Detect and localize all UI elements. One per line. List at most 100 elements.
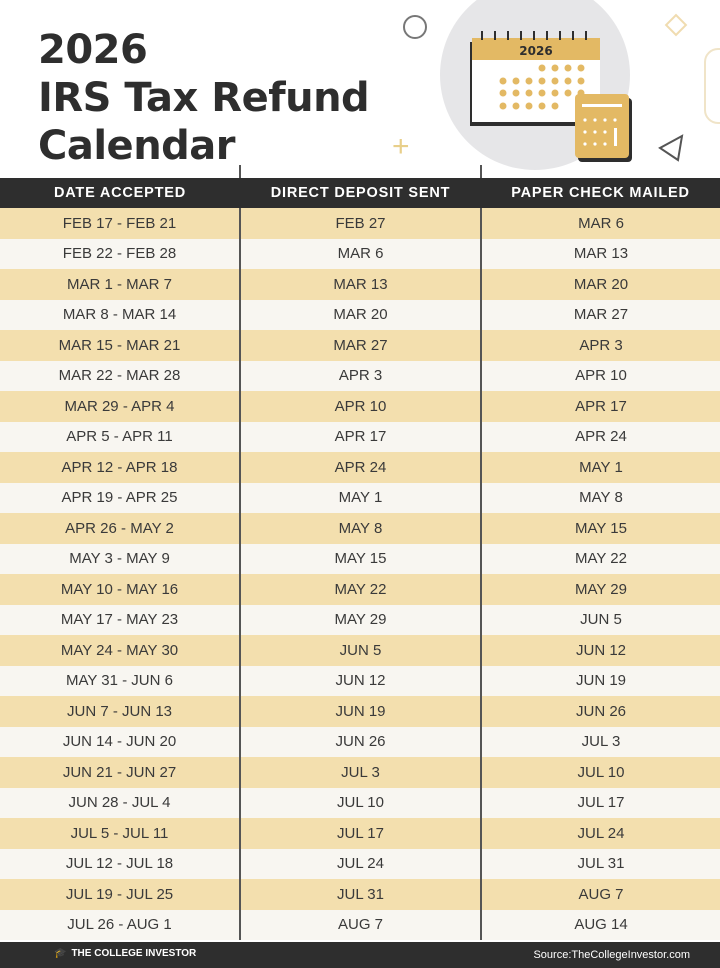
table-row: MAY 17 - MAY 23 MAY 29 JUN 5 [0, 604, 720, 635]
table-row: JUL 19 - JUL 25 JUL 31 AUG 7 [0, 879, 720, 910]
table-row: MAR 8 - MAR 14 MAR 20 MAR 27 [0, 299, 720, 330]
date-accepted-cell: MAY 31 - JUN 6 [0, 665, 240, 696]
date-accepted-cell: APR 12 - APR 18 [0, 452, 240, 483]
paper-check-cell: JUN 5 [480, 604, 720, 635]
direct-deposit-cell: JUL 3 [239, 757, 481, 788]
date-accepted-cell: MAR 29 - APR 4 [0, 391, 240, 422]
table-row: JUN 21 - JUN 27 JUL 3 JUL 10 [0, 757, 720, 788]
date-accepted-cell: MAR 1 - MAR 7 [0, 269, 240, 300]
direct-deposit-cell: MAR 27 [239, 330, 481, 361]
date-accepted-cell: JUL 26 - AUG 1 [0, 909, 240, 940]
direct-deposit-cell: MAR 20 [239, 299, 481, 330]
paper-check-cell: MAY 22 [480, 543, 720, 574]
direct-deposit-cell: JUN 26 [239, 726, 481, 757]
direct-deposit-cell: JUL 24 [239, 848, 481, 879]
date-accepted-cell: MAY 17 - MAY 23 [0, 604, 240, 635]
title-line2: IRS Tax Refund [38, 75, 370, 121]
column-divider [239, 165, 241, 178]
direct-deposit-cell: MAY 1 [239, 482, 481, 513]
date-accepted-cell: MAY 24 - MAY 30 [0, 635, 240, 666]
table-row: MAR 22 - MAR 28 APR 3 APR 10 [0, 360, 720, 391]
paper-check-cell: AUG 14 [480, 909, 720, 940]
paper-check-cell: MAR 20 [480, 269, 720, 300]
direct-deposit-cell: APR 10 [239, 391, 481, 422]
paper-check-cell: AUG 7 [480, 879, 720, 910]
direct-deposit-cell: JUL 31 [239, 879, 481, 910]
date-accepted-cell: JUN 7 - JUN 13 [0, 696, 240, 727]
calendar-calculator-icon: 2026 [470, 31, 632, 162]
circle-decoration-icon [403, 15, 427, 39]
table-row: APR 19 - APR 25 MAY 1 MAY 8 [0, 482, 720, 513]
table-row: MAY 3 - MAY 9 MAY 15 MAY 22 [0, 543, 720, 574]
paper-check-cell: APR 3 [480, 330, 720, 361]
direct-deposit-cell: JUN 12 [239, 665, 481, 696]
table-row: APR 5 - APR 11 APR 17 APR 24 [0, 421, 720, 452]
table-row: JUL 5 - JUL 11 JUL 17 JUL 24 [0, 818, 720, 849]
direct-deposit-cell: MAY 22 [239, 574, 481, 605]
direct-deposit-cell: MAY 29 [239, 604, 481, 635]
date-accepted-cell: FEB 22 - FEB 28 [0, 238, 240, 269]
table-row: APR 26 - MAY 2 MAY 8 MAY 15 [0, 513, 720, 544]
table-row: JUL 12 - JUL 18 JUL 24 JUL 31 [0, 848, 720, 879]
header-direct-deposit: DIRECT DEPOSIT SENT [240, 178, 481, 208]
direct-deposit-cell: JUN 19 [239, 696, 481, 727]
paper-check-cell: JUL 3 [480, 726, 720, 757]
direct-deposit-cell: MAR 13 [239, 269, 481, 300]
direct-deposit-cell: AUG 7 [239, 909, 481, 940]
pill-decoration-icon [704, 48, 720, 124]
brand-name: THE COLLEGE INVESTOR [71, 948, 197, 959]
date-accepted-cell: JUL 19 - JUL 25 [0, 879, 240, 910]
date-accepted-cell: APR 26 - MAY 2 [0, 513, 240, 544]
refund-schedule-table: DATE ACCEPTED DIRECT DEPOSIT SENT PAPER … [0, 178, 720, 940]
direct-deposit-cell: JUL 10 [239, 787, 481, 818]
date-accepted-cell: FEB 17 - FEB 21 [0, 208, 240, 239]
header-paper-check: PAPER CHECK MAILED [481, 178, 720, 208]
header-date-accepted: DATE ACCEPTED [0, 178, 240, 208]
paper-check-cell: MAY 29 [480, 574, 720, 605]
direct-deposit-cell: MAY 8 [239, 513, 481, 544]
paper-check-cell: MAR 6 [480, 208, 720, 239]
table-header-row: DATE ACCEPTED DIRECT DEPOSIT SENT PAPER … [0, 178, 720, 208]
direct-deposit-cell: FEB 27 [239, 208, 481, 239]
diamond-decoration-icon [664, 13, 688, 37]
calendar-year-label: 2026 [519, 44, 552, 58]
date-accepted-cell: MAY 10 - MAY 16 [0, 574, 240, 605]
date-accepted-cell: APR 19 - APR 25 [0, 482, 240, 513]
table-row: MAY 10 - MAY 16 MAY 22 MAY 29 [0, 574, 720, 605]
table-row: MAY 31 - JUN 6 JUN 12 JUN 19 [0, 665, 720, 696]
title-year: 2026 [38, 27, 148, 73]
source-text: Source:TheCollegeInvestor.com [533, 949, 690, 961]
paper-check-cell: APR 24 [480, 421, 720, 452]
table-row: FEB 17 - FEB 21 FEB 27 MAR 6 [0, 208, 720, 239]
paper-check-cell: JUL 17 [480, 787, 720, 818]
paper-check-cell: MAY 1 [480, 452, 720, 483]
direct-deposit-cell: APR 24 [239, 452, 481, 483]
title-line3: Calendar [38, 123, 236, 169]
table-row: MAR 1 - MAR 7 MAR 13 MAR 20 [0, 269, 720, 300]
paper-check-cell: MAR 13 [480, 238, 720, 269]
table-row: JUN 7 - JUN 13 JUN 19 JUN 26 [0, 696, 720, 727]
date-accepted-cell: MAY 3 - MAY 9 [0, 543, 240, 574]
paper-check-cell: APR 17 [480, 391, 720, 422]
table-row: FEB 22 - FEB 28 MAR 6 MAR 13 [0, 238, 720, 269]
direct-deposit-cell: APR 17 [239, 421, 481, 452]
brand-logo: 🎓 THE COLLEGE INVESTOR [54, 948, 196, 959]
direct-deposit-cell: MAR 6 [239, 238, 481, 269]
triangle-decoration-icon [658, 134, 684, 162]
direct-deposit-cell: JUL 17 [239, 818, 481, 849]
table-row: JUN 14 - JUN 20 JUN 26 JUL 3 [0, 726, 720, 757]
column-divider [480, 165, 482, 178]
direct-deposit-cell: APR 3 [239, 360, 481, 391]
date-accepted-cell: MAR 8 - MAR 14 [0, 299, 240, 330]
direct-deposit-cell: JUN 5 [239, 635, 481, 666]
plus-decoration-icon: + [392, 130, 410, 163]
paper-check-cell: MAY 15 [480, 513, 720, 544]
paper-check-cell: JUN 12 [480, 635, 720, 666]
table-row: JUL 26 - AUG 1 AUG 7 AUG 14 [0, 909, 720, 940]
table-row: JUN 28 - JUL 4 JUL 10 JUL 17 [0, 787, 720, 818]
paper-check-cell: JUL 31 [480, 848, 720, 879]
date-accepted-cell: JUL 12 - JUL 18 [0, 848, 240, 879]
direct-deposit-cell: MAY 15 [239, 543, 481, 574]
date-accepted-cell: JUL 5 - JUL 11 [0, 818, 240, 849]
